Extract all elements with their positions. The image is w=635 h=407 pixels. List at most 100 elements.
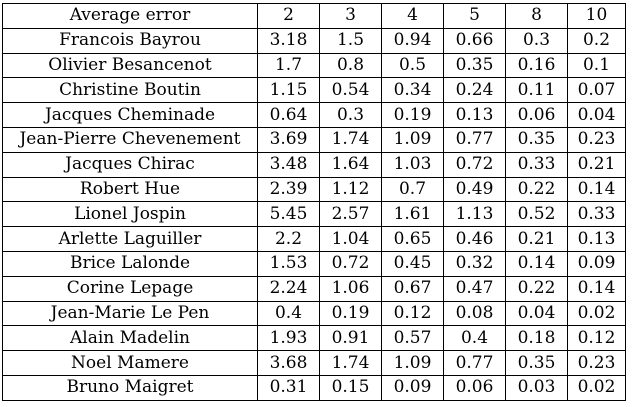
error-value-cell: 1.61 — [381, 201, 444, 228]
average-error-table: Average error 2 3 4 5 8 10 Francois Bayrou 3.18 1… — [2, 3, 626, 401]
header-row: Average error 2 3 4 5 8 10 — [2, 3, 626, 29]
error-value-cell: 0.06 — [443, 374, 506, 401]
error-value-cell: 0.21 — [505, 226, 568, 252]
error-value-cell: 0.77 — [443, 126, 506, 153]
table-row: Robert Hue 2.39 1.12 0.7 0.49 0.22 0.14 — [2, 176, 626, 203]
error-value-cell: 0.2 — [567, 27, 626, 54]
error-value-cell: 1.7 — [257, 52, 320, 79]
candidate-name-cell: Jean-Pierre Chevenement — [2, 126, 258, 153]
error-value-cell: 0.16 — [505, 52, 568, 79]
error-value-cell: 0.04 — [505, 300, 568, 327]
error-value-cell: 0.19 — [319, 300, 382, 327]
error-value-cell: 1.74 — [319, 126, 382, 153]
error-value-cell: 0.03 — [505, 374, 568, 401]
candidate-name-cell: Corine Lepage — [2, 275, 258, 302]
candidate-name-cell: Alain Madelin — [2, 325, 258, 352]
error-value-cell: 0.06 — [505, 102, 568, 128]
error-value-cell: 0.1 — [567, 52, 626, 79]
candidate-name-cell: Noel Mamere — [2, 350, 258, 376]
candidate-name-cell: Arlette Laguiller — [2, 226, 258, 252]
error-value-cell: 0.24 — [443, 77, 506, 104]
error-value-cell: 0.33 — [505, 151, 568, 178]
header-column-cell: 10 — [567, 3, 626, 29]
error-value-cell: 0.23 — [567, 350, 626, 376]
error-value-cell: 0.8 — [319, 52, 382, 79]
error-value-cell: 0.72 — [319, 250, 382, 277]
error-value-cell: 0.14 — [567, 176, 626, 203]
error-value-cell: 1.06 — [319, 275, 382, 302]
error-value-cell: 2.57 — [319, 201, 382, 228]
error-value-cell: 0.94 — [381, 27, 444, 54]
error-value-cell: 0.22 — [505, 275, 568, 302]
error-value-cell: 0.91 — [319, 325, 382, 352]
table-row: Christine Boutin 1.15 0.54 0.34 0.24 0.11 0.07 — [2, 77, 626, 104]
error-value-cell: 1.09 — [381, 350, 444, 376]
candidate-name-cell: Olivier Besancenot — [2, 52, 258, 79]
error-value-cell: 0.35 — [443, 52, 506, 79]
error-value-cell: 2.2 — [257, 226, 320, 252]
error-value-cell: 0.09 — [567, 250, 626, 277]
error-value-cell: 0.21 — [567, 151, 626, 178]
error-value-cell: 0.52 — [505, 201, 568, 228]
error-value-cell: 0.49 — [443, 176, 506, 203]
error-value-cell: 0.07 — [567, 77, 626, 104]
error-value-cell: 0.4 — [443, 325, 506, 352]
error-value-cell: 1.09 — [381, 126, 444, 153]
error-value-cell: 3.69 — [257, 126, 320, 153]
average-error-table-container: Average error 2 3 4 5 8 10 Francois Bayrou 3.18 1… — [2, 3, 626, 401]
error-value-cell: 0.19 — [381, 102, 444, 128]
candidate-name-cell: Jean-Marie Le Pen — [2, 300, 258, 327]
candidate-name-cell: Brice Lalonde — [2, 250, 258, 277]
table-row: Bruno Maigret 0.31 0.15 0.09 0.06 0.03 0.02 — [2, 374, 626, 401]
error-value-cell: 0.14 — [505, 250, 568, 277]
error-value-cell: 0.34 — [381, 77, 444, 104]
candidate-name-cell: Jacques Cheminade — [2, 102, 258, 128]
table-row: Corine Lepage 2.24 1.06 0.67 0.47 0.22 0.14 — [2, 275, 626, 302]
error-value-cell: 0.35 — [505, 126, 568, 153]
error-value-cell: 0.57 — [381, 325, 444, 352]
header-column-cell: 5 — [443, 3, 506, 29]
error-value-cell: 0.18 — [505, 325, 568, 352]
error-value-cell: 0.45 — [381, 250, 444, 277]
error-value-cell: 0.02 — [567, 374, 626, 401]
error-value-cell: 1.15 — [257, 77, 320, 104]
error-value-cell: 0.08 — [443, 300, 506, 327]
error-value-cell: 3.68 — [257, 350, 320, 376]
error-value-cell: 3.18 — [257, 27, 320, 54]
table-row: Jean-Marie Le Pen 0.4 0.19 0.12 0.08 0.04 0.02 — [2, 300, 626, 327]
error-value-cell: 0.47 — [443, 275, 506, 302]
error-value-cell: 0.32 — [443, 250, 506, 277]
candidate-name-cell: Robert Hue — [2, 176, 258, 203]
candidate-name-cell: Lionel Jospin — [2, 201, 258, 228]
table-row: Alain Madelin 1.93 0.91 0.57 0.4 0.18 0.12 — [2, 325, 626, 352]
error-value-cell: 1.74 — [319, 350, 382, 376]
error-value-cell: 3.48 — [257, 151, 320, 178]
header-column-cell: 3 — [319, 3, 382, 29]
error-value-cell: 1.53 — [257, 250, 320, 277]
error-value-cell: 0.77 — [443, 350, 506, 376]
error-value-cell: 0.66 — [443, 27, 506, 54]
error-value-cell: 2.24 — [257, 275, 320, 302]
candidate-name-cell: Christine Boutin — [2, 77, 258, 104]
error-value-cell: 5.45 — [257, 201, 320, 228]
table-row: Arlette Laguiller 2.2 1.04 0.65 0.46 0.21 0.13 — [2, 226, 626, 252]
table-body: Average error 2 3 4 5 8 10 Francois Bayrou 3.18 1… — [2, 3, 626, 401]
error-value-cell: 0.12 — [381, 300, 444, 327]
error-value-cell: 0.11 — [505, 77, 568, 104]
error-value-cell: 1.64 — [319, 151, 382, 178]
error-value-cell: 0.35 — [505, 350, 568, 376]
error-value-cell: 1.04 — [319, 226, 382, 252]
error-value-cell: 0.15 — [319, 374, 382, 401]
error-value-cell: 0.23 — [567, 126, 626, 153]
error-value-cell: 0.12 — [567, 325, 626, 352]
error-value-cell: 1.5 — [319, 27, 382, 54]
candidate-name-cell: Jacques Chirac — [2, 151, 258, 178]
error-value-cell: 0.13 — [443, 102, 506, 128]
error-value-cell: 0.09 — [381, 374, 444, 401]
table-row: Olivier Besancenot 1.7 0.8 0.5 0.35 0.16 0.1 — [2, 52, 626, 79]
error-value-cell: 0.72 — [443, 151, 506, 178]
error-value-cell: 0.4 — [257, 300, 320, 327]
error-value-cell: 1.12 — [319, 176, 382, 203]
error-value-cell: 1.13 — [443, 201, 506, 228]
error-value-cell: 0.22 — [505, 176, 568, 203]
